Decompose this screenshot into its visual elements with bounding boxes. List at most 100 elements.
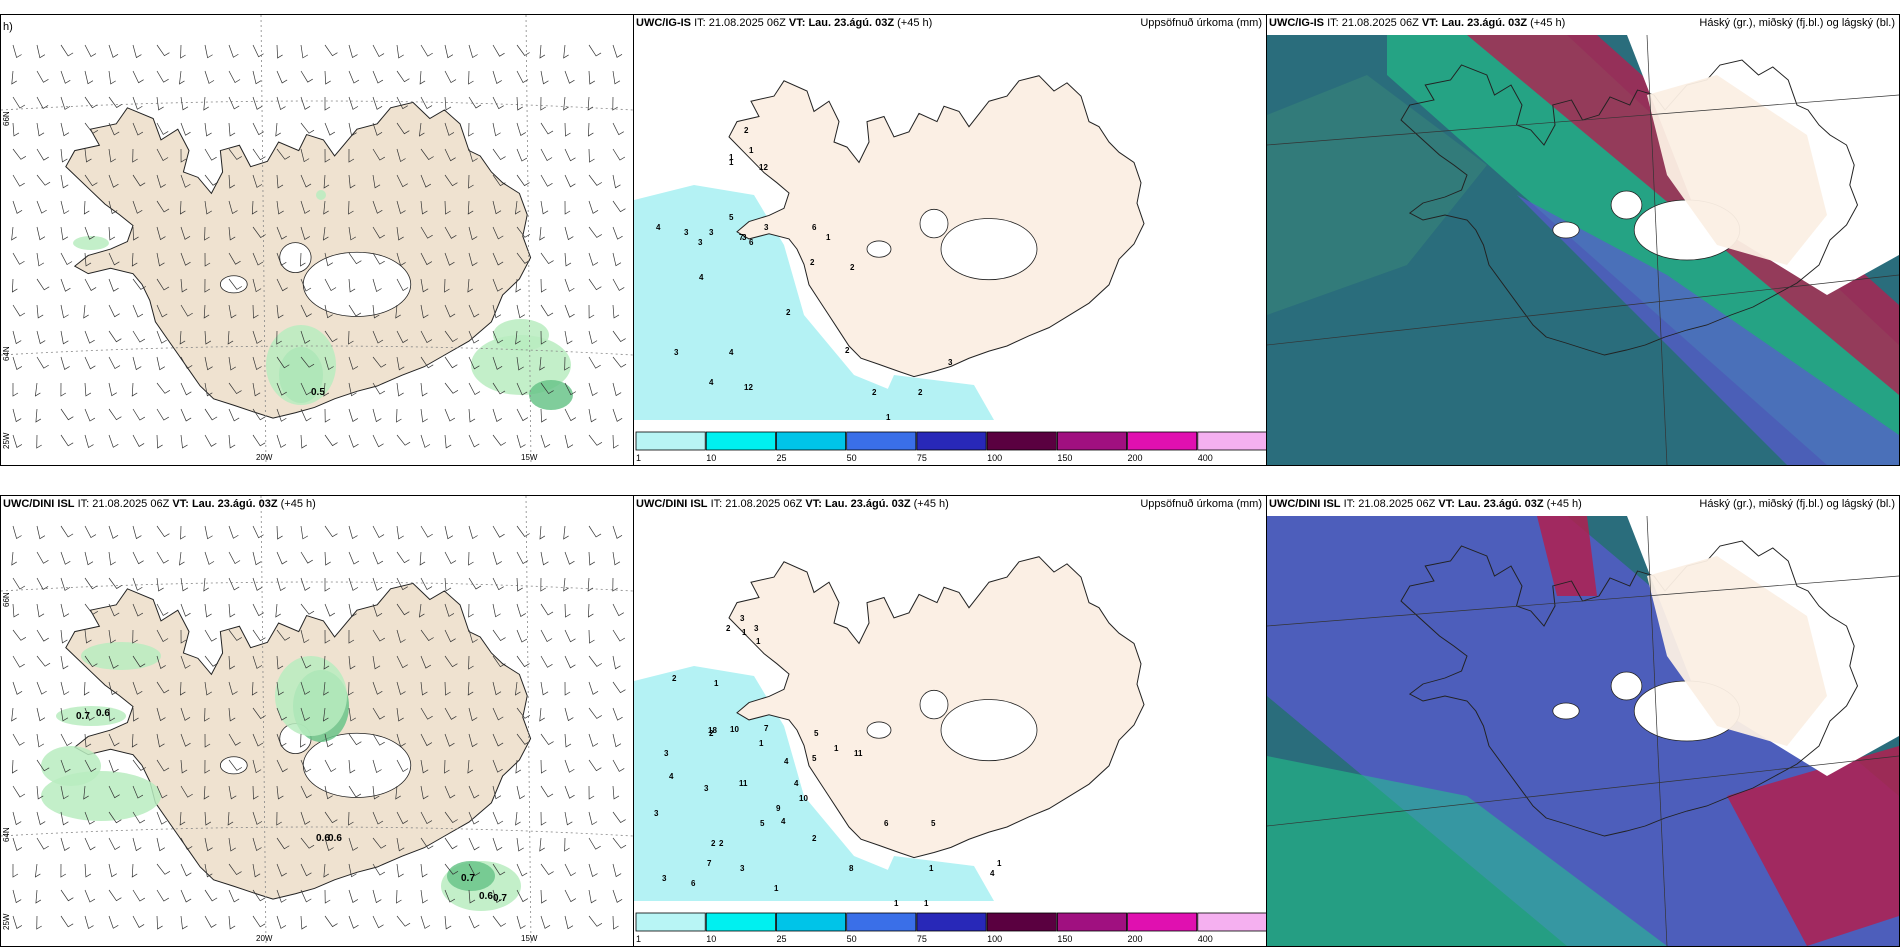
colorbar-swatch xyxy=(916,912,987,932)
wind-barb xyxy=(12,408,22,423)
wind-barb xyxy=(108,304,120,318)
wind-barb xyxy=(348,707,357,722)
wind-barb xyxy=(492,525,505,538)
precip-value-label: 3 xyxy=(664,749,669,758)
wind-barb xyxy=(396,434,411,446)
wind-barb xyxy=(348,629,355,644)
wind-barb xyxy=(564,681,571,696)
wind-barb xyxy=(396,408,402,423)
wind-barb xyxy=(324,837,334,852)
wind-value-label: 0.5 xyxy=(311,387,325,398)
wind-barb xyxy=(372,863,386,876)
wind-barb xyxy=(84,44,97,58)
wind-barb xyxy=(348,785,362,798)
wind-barb xyxy=(468,603,474,618)
wind-barb xyxy=(588,655,603,667)
wind-barb xyxy=(468,304,480,318)
wind-barb xyxy=(564,382,577,396)
wind-barb xyxy=(612,252,622,267)
wind-barb xyxy=(516,174,530,187)
precip-value-label: 5 xyxy=(760,819,765,828)
precip-patch xyxy=(81,642,161,670)
wind-barb xyxy=(12,629,27,641)
wind-barb xyxy=(300,889,312,903)
wind-barb xyxy=(204,915,217,928)
wind-barb xyxy=(300,252,306,267)
wind-barb xyxy=(540,408,547,423)
wind-barb xyxy=(300,304,312,318)
wind-barb xyxy=(348,174,356,189)
wind-barb xyxy=(12,434,23,448)
graticule-line xyxy=(1646,34,1668,465)
wind-barb xyxy=(324,434,338,447)
wind-barb xyxy=(108,629,117,644)
exposed-land xyxy=(1647,75,1827,265)
colorbar-label: 10 xyxy=(706,453,716,463)
precip-patch xyxy=(266,325,336,405)
wind-barb xyxy=(60,174,69,189)
cloud-map-top xyxy=(1267,34,1899,465)
wind-barb xyxy=(467,200,474,215)
wind-barb xyxy=(587,96,594,111)
wind-barb xyxy=(467,681,474,696)
precip-value-label: 3 xyxy=(684,228,689,237)
precip-value-label: 2 xyxy=(850,263,855,272)
precip-value-label: 3 xyxy=(764,223,769,232)
wind-barb xyxy=(108,96,122,108)
wind-barb xyxy=(564,603,571,618)
wind-barb xyxy=(372,252,385,265)
latitude-line xyxy=(1,581,633,592)
wind-barb xyxy=(492,577,504,591)
precip-value-label: 3 xyxy=(948,358,953,367)
wind-barb xyxy=(300,837,315,849)
colorbar-label: 400 xyxy=(1198,934,1213,944)
wind-barb xyxy=(348,837,359,851)
wind-barb xyxy=(252,811,263,825)
wind-barb xyxy=(36,148,49,161)
wind-barb xyxy=(564,629,576,643)
wind-barb xyxy=(420,681,428,696)
precip-value-label: 6 xyxy=(884,819,889,828)
wind-barb xyxy=(12,174,25,187)
wind-barb xyxy=(180,96,189,111)
cloud-title-bottom: Háský (gr.), miðský (fj.bl.) og lágský (… xyxy=(1699,498,1895,510)
wind-barb xyxy=(612,551,621,566)
wind-barb xyxy=(396,356,405,371)
wind-barb xyxy=(372,278,382,293)
wind-barb xyxy=(348,759,356,774)
wind-barb xyxy=(108,889,122,902)
wind-barb xyxy=(60,681,70,696)
wind-barb xyxy=(156,408,170,421)
wind-barb xyxy=(300,148,310,163)
wind-barb xyxy=(252,408,266,421)
wind-barb xyxy=(492,434,507,446)
wind-barb xyxy=(276,837,290,850)
wind-barb xyxy=(12,122,20,137)
wind-barb xyxy=(108,863,117,878)
wind-barb xyxy=(36,252,45,267)
wind-barb xyxy=(540,122,554,135)
wind-barb xyxy=(228,525,239,539)
wind-barb xyxy=(563,44,569,59)
precip-value-label: 3 xyxy=(740,864,745,873)
wind-barb xyxy=(420,330,433,344)
wind-barb xyxy=(204,70,215,84)
wind-barb xyxy=(252,759,262,774)
wind-barb xyxy=(276,278,288,292)
wind-barb xyxy=(60,278,71,292)
wind-barb xyxy=(12,330,22,345)
wind-barb xyxy=(540,889,547,904)
wind-barb xyxy=(276,629,291,641)
graticule-line xyxy=(1267,94,1899,146)
wind-barb xyxy=(516,733,531,745)
wind-barb xyxy=(588,252,599,266)
colorbar-swatch xyxy=(1056,912,1127,932)
wind-barb xyxy=(515,811,521,826)
wind-barb xyxy=(396,122,410,135)
wind-barb xyxy=(372,148,386,161)
wind-barb xyxy=(444,382,459,394)
wind-barb xyxy=(60,525,74,538)
wind-barb xyxy=(60,603,70,618)
wind-barb xyxy=(300,278,312,292)
wind-barb xyxy=(60,304,69,319)
